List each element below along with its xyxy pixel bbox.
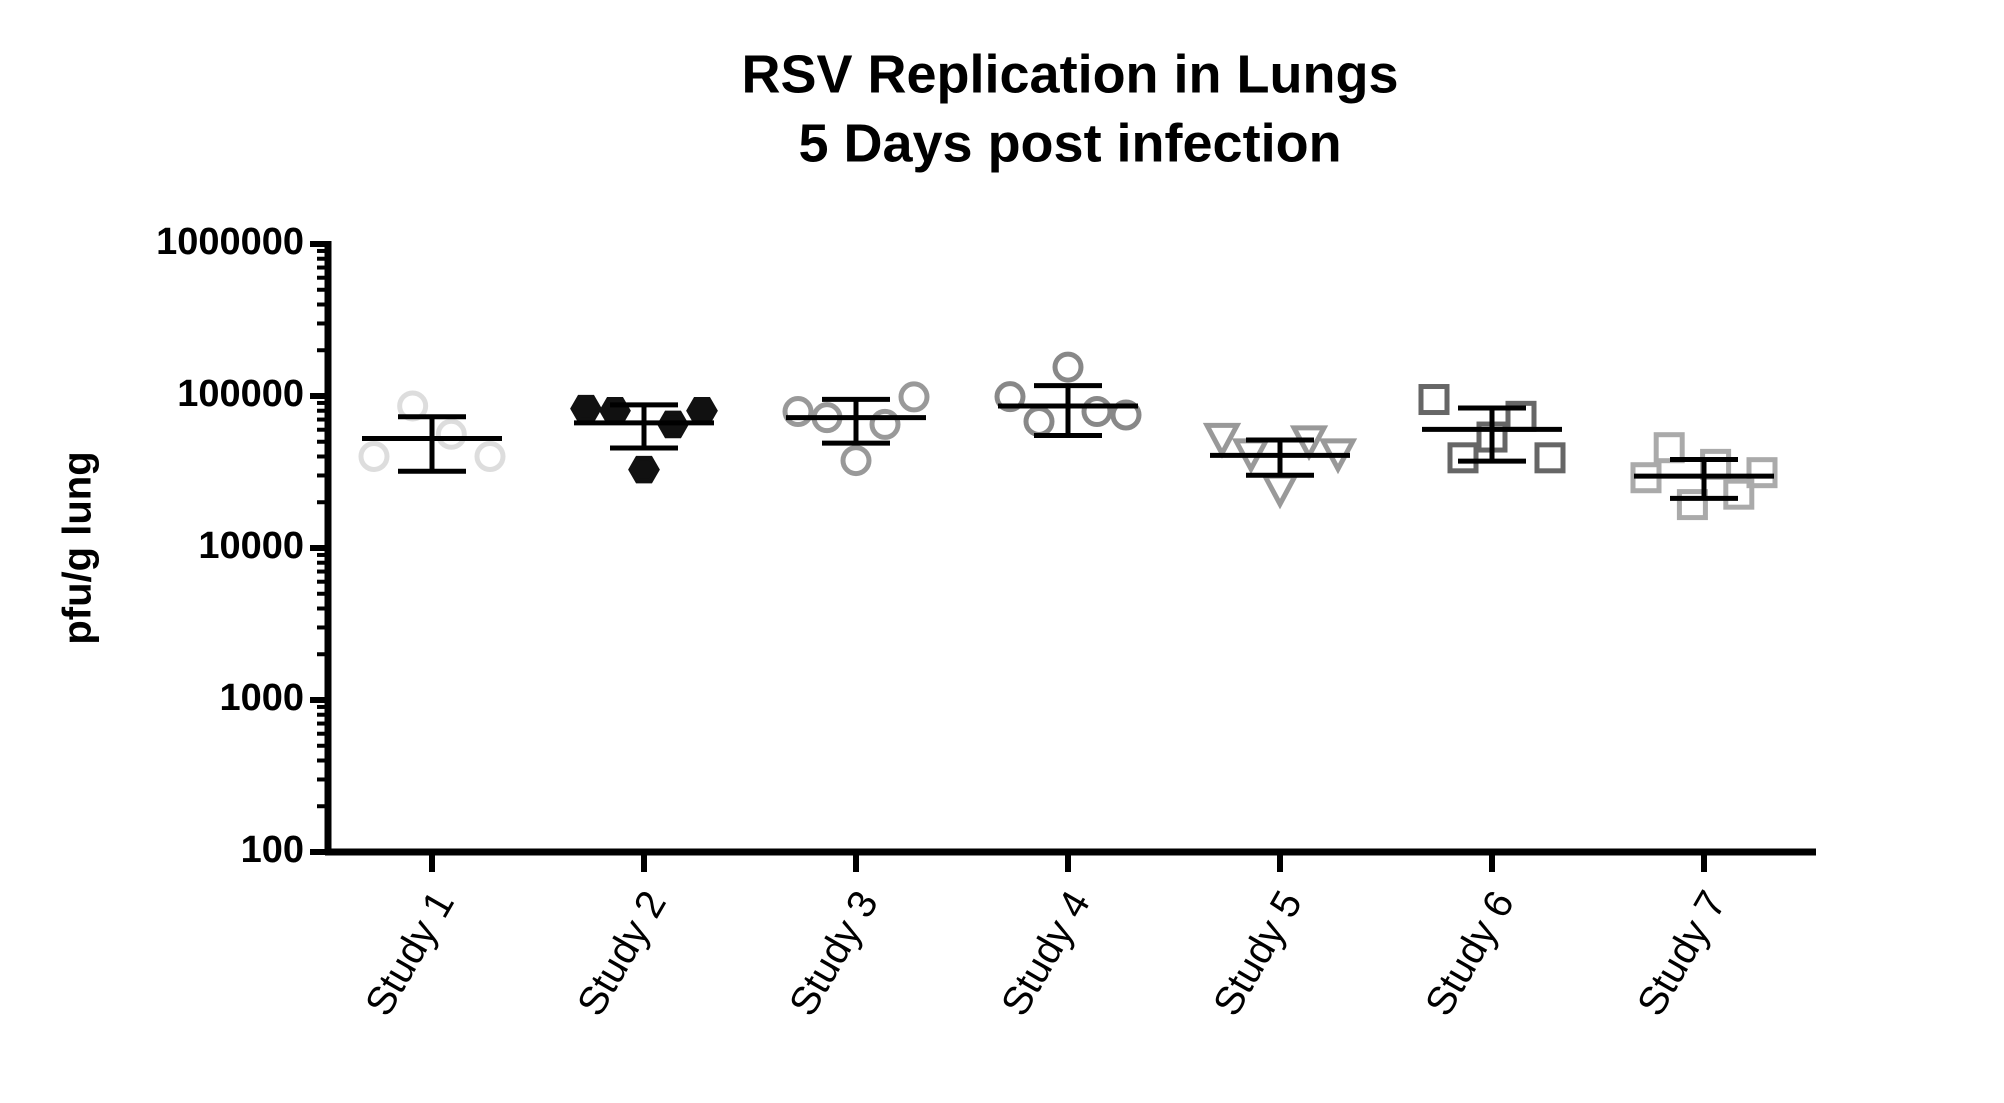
data-point — [840, 445, 872, 477]
x-tick-label: Study 5 — [1205, 884, 1311, 1023]
x-tick-label: Study 6 — [1417, 884, 1523, 1023]
x-tick-label: Study 2 — [569, 884, 675, 1023]
data-point — [358, 440, 390, 472]
chart-title: RSV Replication in Lungs — [741, 44, 1398, 104]
data-point — [435, 418, 467, 450]
data-point — [1052, 351, 1084, 383]
y-tick-label: 1000000 — [156, 221, 304, 263]
data-point — [1260, 473, 1300, 510]
y-tick-label: 100000 — [177, 373, 304, 415]
y-tick-label: 10000 — [198, 525, 304, 567]
data-point — [1023, 405, 1055, 437]
data-point — [1110, 399, 1142, 431]
x-tick-label: Study 3 — [781, 884, 887, 1023]
data-point — [1746, 457, 1778, 489]
data-point — [1723, 478, 1755, 510]
y-axis-label: pfu/g lung — [56, 451, 100, 644]
x-tick-label: Study 1 — [357, 884, 463, 1023]
data-point — [782, 396, 814, 428]
data-point — [869, 408, 901, 440]
y-tick-label: 1000 — [219, 677, 304, 719]
data-point — [686, 396, 718, 425]
data-point — [1534, 442, 1566, 474]
x-tick-label: Study 7 — [1629, 884, 1735, 1023]
data-point — [1653, 432, 1685, 464]
chart-subtitle: 5 Days post infection — [798, 113, 1341, 173]
data-point — [1676, 489, 1708, 521]
data-point — [1202, 422, 1242, 459]
data-point — [628, 455, 660, 484]
data-point — [1418, 384, 1450, 416]
data-point — [570, 394, 602, 423]
data-point — [474, 440, 506, 472]
data-point — [1081, 396, 1113, 428]
data-point — [1447, 442, 1479, 474]
y-tick-label: 100 — [241, 829, 304, 871]
data-point — [994, 381, 1026, 413]
x-tick-label: Study 4 — [993, 884, 1099, 1023]
data-point — [898, 381, 930, 413]
